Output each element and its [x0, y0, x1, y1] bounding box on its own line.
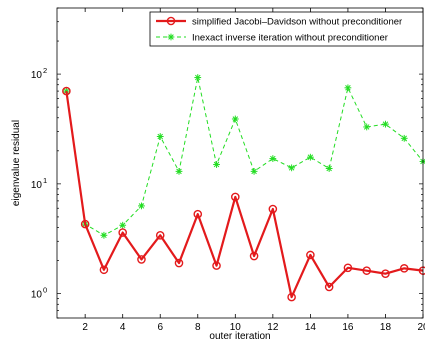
data-point-jacobi-davidson — [193, 209, 203, 219]
data-point-jacobi-davidson — [80, 219, 90, 229]
data-point-jacobi-davidson — [118, 228, 127, 237]
data-point-jacobi-davidson — [62, 86, 71, 96]
data-point-inexact-inverse — [119, 221, 127, 229]
data-point-inexact-inverse — [138, 202, 145, 210]
data-point-jacobi-davidson — [99, 265, 109, 275]
legend-marker-inexact — [167, 33, 175, 41]
data-point-inexact-inverse — [194, 74, 202, 81]
data-point-jacobi-davidson — [268, 204, 278, 214]
y-tick-label: 10 — [31, 290, 43, 301]
legend-label-jd: simplified Jacobi–Davidson without preco… — [192, 17, 402, 28]
x-tick-label: 2 — [82, 322, 88, 333]
x-tick-label: 8 — [195, 322, 201, 333]
data-point-inexact-inverse — [100, 231, 108, 239]
y-tick-label: 10 — [31, 180, 43, 191]
data-point-inexact-inverse — [175, 167, 183, 175]
data-point-inexact-inverse — [306, 153, 314, 161]
data-point-jacobi-davidson — [324, 282, 334, 292]
x-tick-label: 6 — [157, 322, 163, 333]
legend-label-inexact: Inexact inverse iteration without precon… — [192, 33, 388, 44]
data-point-inexact-inverse — [213, 161, 220, 168]
data-point-jacobi-davidson — [231, 192, 240, 202]
legend: simplified Jacobi–Davidson without preco… — [149, 11, 424, 47]
data-point-jacobi-davidson — [174, 258, 184, 268]
data-point-inexact-inverse — [382, 120, 389, 128]
data-point-jacobi-davidson — [155, 231, 165, 240]
data-point-jacobi-davidson — [399, 264, 409, 273]
data-point-inexact-inverse — [363, 123, 371, 131]
data-point-jacobi-davidson — [249, 251, 259, 261]
data-point-jacobi-davidson — [212, 261, 221, 270]
legend-box — [149, 11, 424, 47]
y-tick-label-exponent: 0 — [43, 286, 47, 295]
plot-frame — [56, 7, 424, 319]
data-point-inexact-inverse — [325, 165, 333, 172]
x-tick-label: 16 — [342, 322, 354, 333]
data-point-inexact-inverse — [250, 167, 258, 175]
data-point-inexact-inverse — [344, 84, 352, 92]
legend-marker-jd — [166, 16, 176, 26]
data-point-inexact-inverse — [400, 134, 408, 142]
data-point-inexact-inverse — [269, 155, 277, 162]
data-point-jacobi-davidson — [343, 263, 353, 273]
x-axis-ticks: 2 4 6 8 10 12 14 16 18 20 — [82, 8, 425, 333]
x-tick-label: 14 — [305, 322, 317, 333]
y-tick-label-exponent: 2 — [43, 66, 47, 75]
plot-area — [57, 8, 423, 318]
x-axis-label: outer iteration — [209, 331, 270, 342]
y-tick-label: 10 — [31, 70, 43, 81]
x-tick-label: 20 — [417, 322, 425, 333]
data-point-inexact-inverse — [288, 164, 296, 172]
data-point-inexact-inverse — [156, 133, 164, 140]
data-point-jacobi-davidson — [381, 269, 390, 278]
x-tick-label: 12 — [267, 322, 279, 333]
series-inexact-inverse — [62, 74, 425, 239]
y-axis-label: eigenvalue residual — [11, 120, 22, 206]
data-point-jacobi-davidson — [287, 292, 296, 302]
x-tick-label: 18 — [380, 322, 392, 333]
x-tick-label: 4 — [120, 322, 126, 333]
series-layer — [62, 74, 425, 302]
data-point-jacobi-davidson — [306, 250, 315, 260]
legend-star-marker — [167, 33, 175, 41]
x-tick-label: 10 — [230, 322, 242, 333]
series-line-inexact-inverse — [65, 77, 424, 236]
y-tick-label-exponent: 1 — [43, 176, 47, 185]
data-point-jacobi-davidson — [362, 266, 371, 275]
data-point-jacobi-davidson — [137, 255, 146, 264]
data-point-inexact-inverse — [231, 115, 239, 123]
